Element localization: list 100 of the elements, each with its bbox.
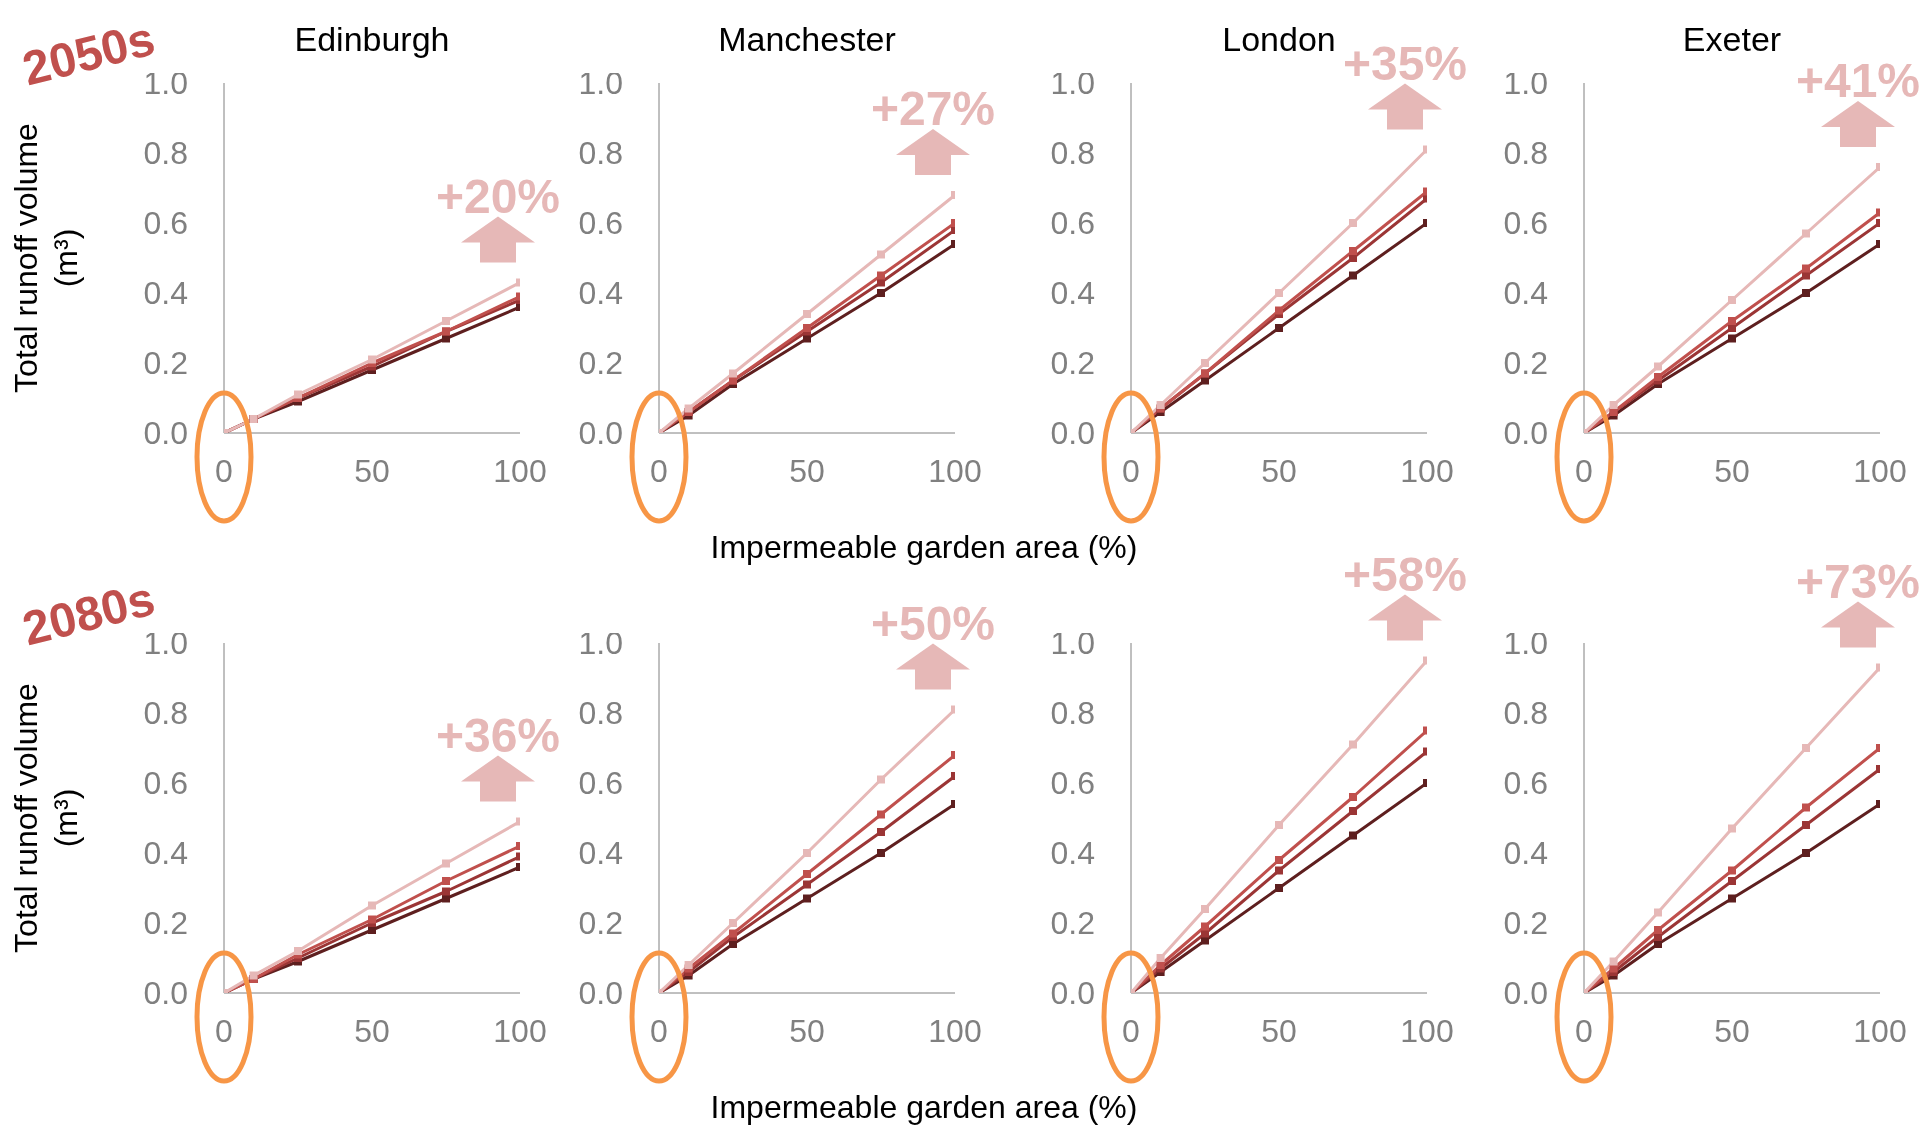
point: [1349, 807, 1357, 815]
y-tick-label: 0.0: [578, 415, 623, 452]
x-tick-label: 100: [493, 452, 547, 489]
y-tick-label: 0.8: [1050, 135, 1095, 172]
text: +73%: [1795, 554, 1920, 608]
point: [803, 870, 811, 878]
y-tick-label: 0.0: [578, 975, 623, 1012]
point: [803, 894, 811, 903]
point: [729, 369, 737, 378]
point: [729, 919, 737, 927]
x-tick-label: 50: [354, 1012, 390, 1049]
x-tick-label: 100: [1400, 452, 1454, 489]
text: +58%: [1342, 547, 1468, 601]
point: [1349, 740, 1357, 749]
point: [1802, 264, 1810, 273]
x-tick-label: 50: [1714, 452, 1750, 489]
point: [1654, 926, 1662, 934]
point: [442, 317, 450, 325]
point: [294, 947, 302, 955]
y-tick-label: 0.2: [1503, 905, 1548, 942]
y-tick-label: 0.2: [143, 345, 188, 382]
point: [368, 915, 376, 924]
y-tick-label: 0.0: [143, 415, 188, 452]
x-axis-title: Impermeable garden area (%): [710, 528, 1138, 566]
x-tick-label: 0: [1122, 1012, 1140, 1049]
point: [1654, 362, 1662, 371]
x-tick-label: 100: [493, 1012, 547, 1049]
point: [1802, 744, 1810, 752]
y-tick-label: 0.8: [143, 695, 188, 732]
point: [368, 355, 376, 364]
point: [1156, 401, 1165, 409]
point: [877, 828, 885, 836]
point: [803, 310, 811, 318]
point: [1728, 334, 1736, 343]
y-tick-label: 0.8: [578, 695, 623, 732]
y-tick-label: 0.8: [1050, 695, 1095, 732]
chart-title: Exeter: [1682, 20, 1782, 58]
point: [803, 324, 811, 332]
point: [1728, 894, 1736, 903]
x-tick-label: 50: [1261, 452, 1297, 489]
y-tick-label: 0.6: [143, 765, 188, 802]
x-tick-label: 0: [215, 1012, 233, 1049]
y-tick-label: 0.2: [578, 905, 623, 942]
y-tick-label: 0.6: [1503, 765, 1548, 802]
point: [1728, 877, 1736, 885]
point: [442, 887, 450, 896]
y-tick-label: 0.6: [1050, 205, 1095, 242]
point: [1802, 289, 1810, 297]
point: [1275, 884, 1283, 892]
point: [1802, 849, 1810, 857]
y-tick-label: 0.4: [578, 835, 623, 872]
point: [1201, 905, 1209, 913]
chart-title: London: [1222, 20, 1336, 58]
x-tick-label: 50: [1714, 1012, 1750, 1049]
point: [877, 250, 885, 259]
y-tick-label: 0.4: [1050, 835, 1095, 872]
x-tick-label: 50: [789, 452, 825, 489]
y-tick-label: 0.6: [578, 765, 623, 802]
point: [1609, 957, 1618, 966]
annotation: +35%: [1342, 36, 1468, 90]
point: [1728, 317, 1736, 325]
point: [294, 390, 302, 399]
y-axis-title: Total runoff volume (m³): [8, 683, 84, 953]
y-tick-label: 0.6: [143, 205, 188, 242]
y-tick-label: 0.8: [143, 135, 188, 172]
point: [1201, 922, 1209, 931]
x-tick-label: 100: [928, 452, 982, 489]
y-tick-label: 0.2: [1050, 905, 1095, 942]
point: [877, 289, 885, 297]
y-tick-label: 0.8: [578, 135, 623, 172]
x-tick-label: 0: [215, 452, 233, 489]
y-tick-label: 0.4: [1503, 275, 1548, 312]
point: [1275, 866, 1283, 875]
annotation: +41%: [1795, 54, 1920, 107]
y-tick-label: 0.8: [1503, 695, 1548, 732]
chart-title: Manchester: [717, 20, 897, 59]
point: [1728, 296, 1736, 304]
point: [803, 880, 811, 889]
y-tick-label: 0.4: [143, 835, 188, 872]
point: [1275, 856, 1283, 864]
y-tick-label: 0.6: [1503, 205, 1548, 242]
x-tick-label: 0: [1575, 1012, 1593, 1049]
point: [1275, 324, 1283, 332]
x-tick-label: 100: [1853, 452, 1907, 489]
x-tick-label: 0: [650, 452, 668, 489]
x-tick-label: 0: [650, 1012, 668, 1049]
y-tick-label: 0.2: [1050, 345, 1095, 382]
point: [1802, 821, 1810, 829]
point: [684, 404, 693, 413]
x-tick-label: 100: [1400, 1012, 1454, 1049]
point: [1728, 824, 1736, 833]
point: [442, 859, 450, 868]
y-tick-label: 0.2: [578, 345, 623, 382]
x-tick-label: 100: [928, 1012, 982, 1049]
y-tick-label: 0.4: [143, 275, 188, 312]
point: [877, 775, 885, 784]
point: [1349, 219, 1357, 227]
point: [1156, 954, 1165, 962]
y-tick-label: 0.4: [1050, 275, 1095, 312]
point: [1654, 373, 1662, 381]
